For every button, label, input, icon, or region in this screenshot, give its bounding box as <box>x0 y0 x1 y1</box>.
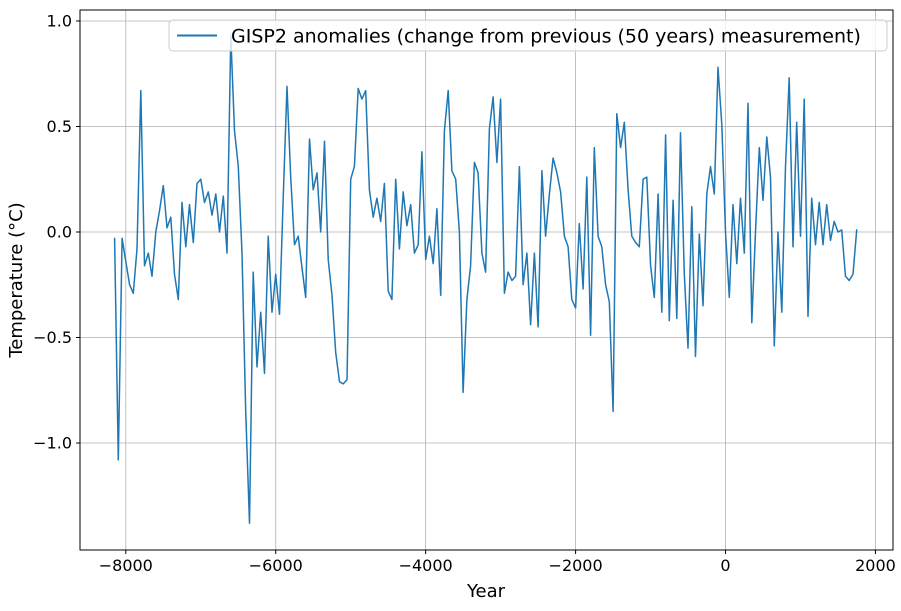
legend-frame <box>168 19 888 52</box>
y-axis-title: Temperature (°C) <box>6 202 27 358</box>
gisp2-series-line <box>113 34 858 524</box>
y-tick-label: 0.0 <box>47 222 72 241</box>
x-tick-label: −8000 <box>99 556 153 575</box>
x-tick-labels: −8000 −6000 −4000 −2000 0 2000 <box>99 556 896 575</box>
x-tick-label: 2000 <box>855 556 896 575</box>
y-tick-label: −0.5 <box>33 328 72 347</box>
legend-label: GISP2 anomalies (change from previous (5… <box>231 26 861 48</box>
y-tick-label: 0.5 <box>47 117 72 136</box>
plot-border <box>79 9 894 551</box>
y-tick-label: 1.0 <box>47 11 72 30</box>
x-tick-label: −6000 <box>249 556 303 575</box>
x-tick-label: 0 <box>720 556 730 575</box>
x-tick-label: −2000 <box>549 556 603 575</box>
legend: GISP2 anomalies (change from previous (5… <box>168 19 888 52</box>
gridlines <box>80 10 893 550</box>
y-tick-label: −1.0 <box>33 434 72 453</box>
axis-ticks <box>76 20 876 554</box>
x-tick-label: −4000 <box>399 556 453 575</box>
y-tick-labels: 1.0 0.5 0.0 −0.5 −1.0 <box>33 11 72 452</box>
x-axis-title: Year <box>466 581 506 602</box>
